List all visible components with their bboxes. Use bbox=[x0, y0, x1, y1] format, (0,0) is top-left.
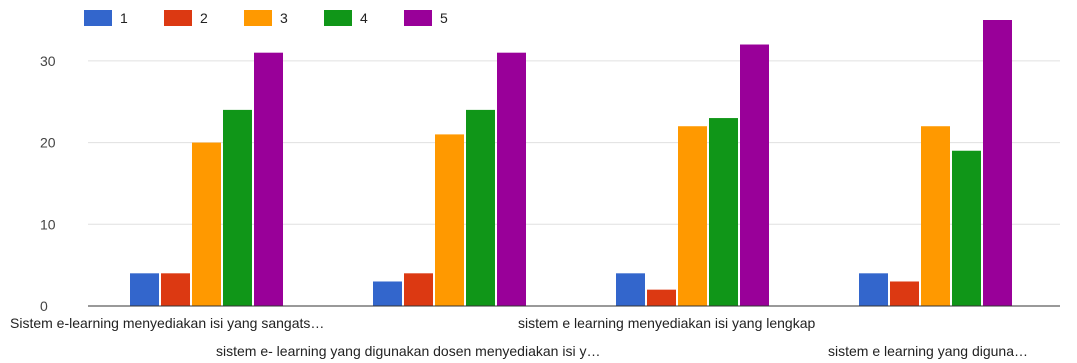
bars bbox=[130, 20, 1012, 307]
bar-series-2-cat-1 bbox=[161, 273, 190, 306]
legend-swatch-2 bbox=[164, 10, 192, 26]
bar-series-5-cat-3 bbox=[740, 44, 769, 307]
bar-series-1-cat-2 bbox=[373, 281, 402, 306]
bar-series-5-cat-4 bbox=[983, 20, 1012, 306]
x-category-label: sistem e learning yang diguna… bbox=[828, 343, 1028, 359]
legend-label: 5 bbox=[440, 10, 448, 26]
legend-swatch-1 bbox=[84, 10, 112, 26]
bar-series-4-cat-2 bbox=[466, 109, 495, 306]
legend-swatch-5 bbox=[404, 10, 432, 26]
bar-series-2-cat-2 bbox=[404, 273, 433, 306]
bar-series-3-cat-4 bbox=[921, 126, 950, 306]
y-tick-label: 0 bbox=[40, 298, 48, 314]
legend-label: 3 bbox=[280, 10, 288, 26]
bar-series-3-cat-2 bbox=[435, 134, 464, 306]
x-axis-category-labels: Sistem e-learning menyediakan isi yang s… bbox=[10, 315, 1028, 359]
bar-series-3-cat-1 bbox=[192, 142, 221, 306]
bar-series-4-cat-4 bbox=[952, 150, 981, 306]
bar-series-4-cat-1 bbox=[223, 109, 252, 306]
bar-series-3-cat-3 bbox=[678, 126, 707, 306]
bar-series-5-cat-1 bbox=[254, 52, 283, 306]
legend-label: 1 bbox=[120, 10, 128, 26]
x-category-label: sistem e- learning yang digunakan dosen … bbox=[216, 343, 600, 359]
y-tick-label: 30 bbox=[40, 53, 56, 69]
bar-series-5-cat-2 bbox=[497, 52, 526, 306]
legend: 1 2 3 4 5 bbox=[84, 10, 448, 26]
bar-series-2-cat-3 bbox=[647, 289, 676, 306]
y-tick-label: 20 bbox=[40, 135, 56, 151]
bar-series-1-cat-3 bbox=[616, 273, 645, 306]
bar-series-4-cat-3 bbox=[709, 118, 738, 306]
legend-swatch-4 bbox=[324, 10, 352, 26]
bar-series-2-cat-4 bbox=[890, 281, 919, 306]
bar-series-1-cat-1 bbox=[130, 273, 159, 306]
y-tick-label: 10 bbox=[40, 216, 56, 232]
legend-label: 4 bbox=[360, 10, 368, 26]
bar-series-1-cat-4 bbox=[859, 273, 888, 306]
legend-swatch-3 bbox=[244, 10, 272, 26]
y-axis-ticks: 0 10 20 30 bbox=[40, 53, 56, 314]
x-category-label: sistem e learning menyediakan isi yang l… bbox=[518, 315, 815, 331]
legend-label: 2 bbox=[200, 10, 208, 26]
x-category-label: Sistem e-learning menyediakan isi yang s… bbox=[10, 315, 324, 331]
